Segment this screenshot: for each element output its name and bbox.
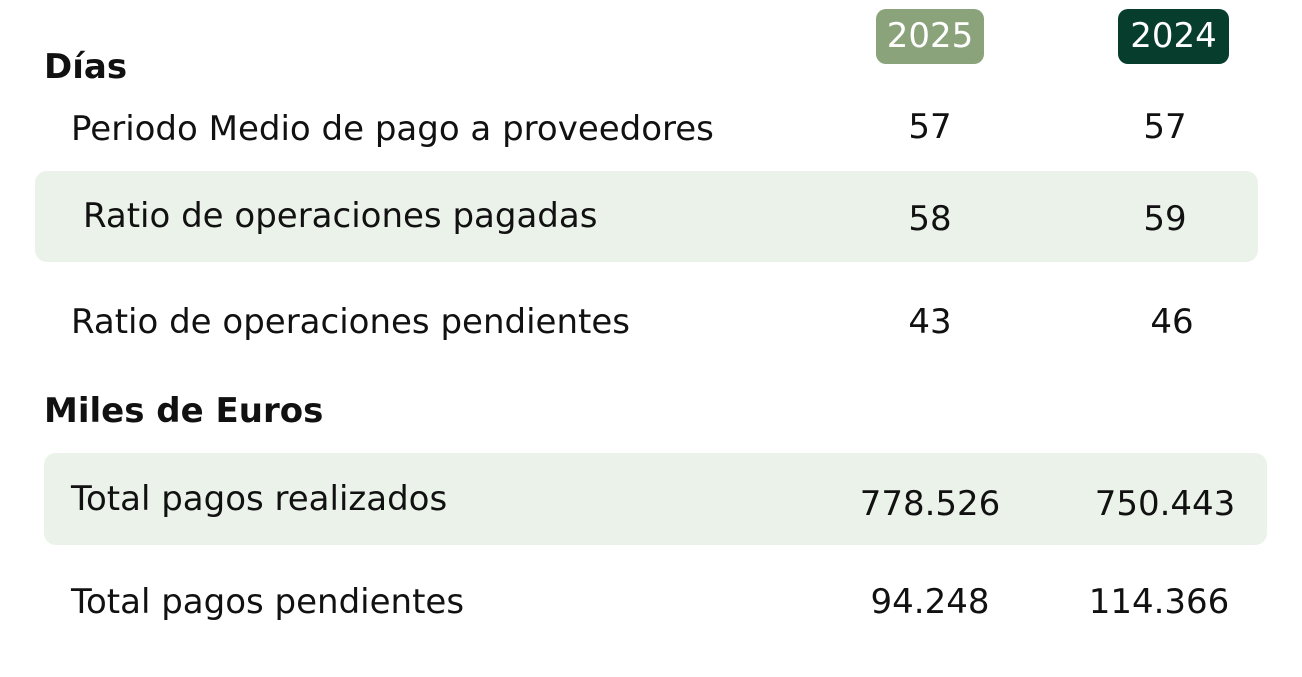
year-2024-badge: 2024 <box>1118 9 1229 64</box>
value-2024: 750.443 <box>1094 484 1236 524</box>
value-2025: 94.248 <box>870 582 990 622</box>
year-2025-badge: 2025 <box>876 9 984 64</box>
row-label: Total pagos realizados <box>71 479 448 519</box>
table-row-highlight <box>35 171 1258 262</box>
value-2024: 114.366 <box>1088 582 1230 622</box>
section-title-dias: Días <box>44 47 128 87</box>
value-2025: 778.526 <box>859 484 1001 524</box>
row-label: Ratio de operaciones pagadas <box>83 196 598 236</box>
row-label: Periodo Medio de pago a proveedores <box>71 109 714 149</box>
section-title-miles-de-euros: Miles de Euros <box>44 391 324 431</box>
value-2024: 46 <box>1150 302 1194 342</box>
value-2024: 59 <box>1143 199 1187 239</box>
row-label: Total pagos pendientes <box>71 582 465 622</box>
table-row-highlight <box>44 453 1267 545</box>
row-label: Ratio de operaciones pendientes <box>71 302 630 342</box>
value-2025: 57 <box>908 107 952 147</box>
value-2025: 58 <box>908 199 952 239</box>
value-2025: 43 <box>908 302 952 342</box>
value-2024: 57 <box>1143 107 1187 147</box>
